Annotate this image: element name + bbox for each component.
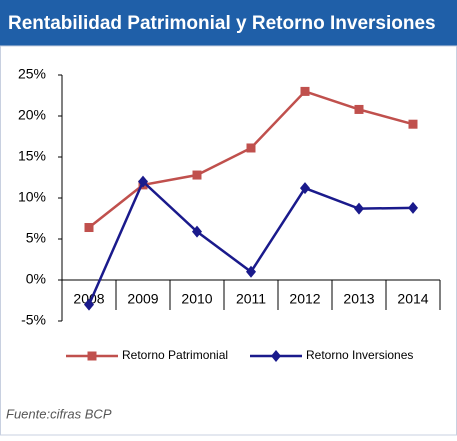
y-tick-label: 25%: [18, 66, 46, 82]
x-tick-label: 2009: [127, 291, 158, 307]
marker: [87, 351, 97, 361]
marker: [84, 298, 94, 311]
chart-title: Rentabilidad Patrimonial y Retorno Inver…: [8, 13, 436, 34]
x-tick-label: 2011: [236, 291, 266, 307]
legend-label: Retorno Patrimonial: [122, 348, 228, 362]
y-tick-label: 10%: [18, 189, 46, 205]
marker: [192, 225, 202, 238]
marker: [354, 202, 364, 215]
x-tick-label: 2010: [181, 291, 212, 307]
x-tick-label: 2008: [73, 291, 104, 307]
y-tick-label: 5%: [26, 230, 46, 246]
y-tick-label: -5%: [21, 312, 46, 328]
marker: [246, 265, 256, 278]
legend-label: Retorno Inversiones: [306, 348, 413, 362]
x-tick-label: 2012: [289, 291, 320, 307]
marker: [300, 182, 310, 195]
marker: [192, 170, 202, 180]
marker: [84, 223, 94, 233]
series-line: [87, 179, 414, 306]
source-note: Fuente:cifras BCP: [6, 406, 112, 421]
y-tick-label: 0%: [26, 271, 46, 287]
title-bar: [0, 0, 457, 46]
series-line: [88, 89, 414, 229]
marker: [138, 175, 148, 188]
marker: [271, 350, 281, 362]
x-tick-label: 2013: [343, 291, 374, 307]
marker: [408, 119, 418, 129]
marker: [408, 201, 418, 214]
x-tick-label: 2014: [397, 291, 428, 307]
marker: [300, 86, 310, 96]
marker: [246, 143, 256, 153]
chart-frame: [0, 45, 457, 436]
y-tick-label: 20%: [18, 107, 46, 123]
marker: [354, 104, 364, 114]
y-tick-label: 15%: [18, 148, 46, 164]
